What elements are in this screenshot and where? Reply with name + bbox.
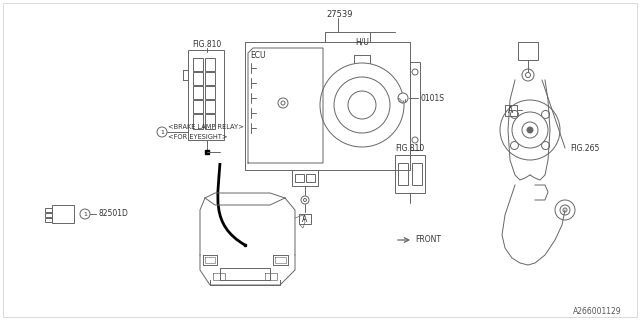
Text: 27539: 27539 <box>326 10 353 19</box>
Circle shape <box>412 137 418 143</box>
Text: <BRAKE LAMP RELAY>: <BRAKE LAMP RELAY> <box>168 124 244 130</box>
Circle shape <box>398 93 408 103</box>
Circle shape <box>512 112 548 148</box>
Text: FIG.265: FIG.265 <box>570 143 600 153</box>
Circle shape <box>555 200 575 220</box>
Text: FIG.810: FIG.810 <box>395 143 424 153</box>
Bar <box>412 163 422 185</box>
Circle shape <box>320 63 404 147</box>
Bar <box>295 174 304 182</box>
Text: 82501D: 82501D <box>98 210 128 219</box>
Circle shape <box>412 69 418 75</box>
Circle shape <box>511 141 518 149</box>
Text: ECU: ECU <box>250 51 266 60</box>
Circle shape <box>527 127 533 133</box>
Circle shape <box>157 127 167 137</box>
Circle shape <box>522 69 534 81</box>
Bar <box>205 58 215 71</box>
Circle shape <box>563 208 567 212</box>
Text: A: A <box>508 106 514 115</box>
Text: H/U: H/U <box>355 37 369 46</box>
Bar <box>245 42 410 170</box>
Bar <box>193 114 203 129</box>
Bar <box>395 155 425 193</box>
Text: A266001129: A266001129 <box>573 307 621 316</box>
Bar <box>52 205 74 223</box>
Circle shape <box>525 73 531 77</box>
Circle shape <box>278 98 288 108</box>
Text: FIG.810: FIG.810 <box>192 39 221 49</box>
Bar <box>518 42 538 60</box>
Bar <box>306 174 315 182</box>
Bar <box>45 218 52 222</box>
Text: A: A <box>302 214 308 223</box>
Circle shape <box>334 77 390 133</box>
Circle shape <box>303 198 307 202</box>
Text: FRONT: FRONT <box>415 236 441 244</box>
Bar <box>292 170 318 186</box>
Bar <box>193 86 203 99</box>
Bar <box>205 100 215 113</box>
Bar <box>205 86 215 99</box>
Bar <box>410 62 420 150</box>
Circle shape <box>560 205 570 215</box>
Bar <box>505 105 517 116</box>
Bar <box>188 50 224 140</box>
Bar <box>205 114 215 129</box>
Bar <box>193 72 203 85</box>
Bar <box>193 58 203 71</box>
Text: 1: 1 <box>160 130 164 134</box>
Bar <box>45 208 52 212</box>
Circle shape <box>301 196 309 204</box>
Text: 1: 1 <box>83 212 87 217</box>
Text: <FOR EYESIGHT>: <FOR EYESIGHT> <box>168 134 227 140</box>
Bar <box>299 214 311 224</box>
Circle shape <box>541 110 550 118</box>
Circle shape <box>511 110 518 118</box>
Bar <box>205 72 215 85</box>
Bar <box>45 213 52 217</box>
Bar <box>193 100 203 113</box>
Text: 0101S: 0101S <box>420 93 444 102</box>
Circle shape <box>522 122 538 138</box>
Circle shape <box>500 100 560 160</box>
Circle shape <box>80 209 90 219</box>
Bar <box>398 163 408 185</box>
Circle shape <box>541 141 550 149</box>
Circle shape <box>281 101 285 105</box>
Circle shape <box>348 91 376 119</box>
